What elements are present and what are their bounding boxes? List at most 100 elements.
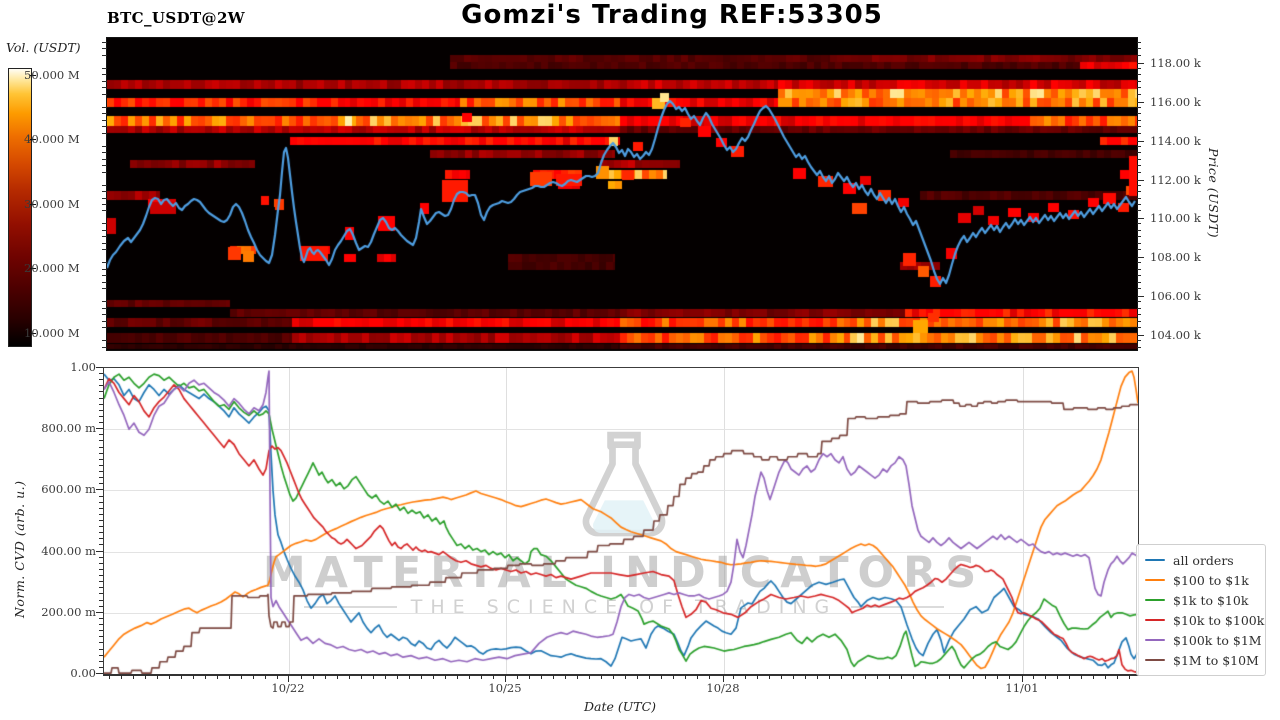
price-minor-tick xyxy=(1137,165,1141,166)
date-minor-tick xyxy=(985,675,986,679)
cvd-minor-tick xyxy=(99,526,103,527)
cvd-major-tick xyxy=(96,367,103,368)
price-major-tick xyxy=(1137,141,1144,142)
date-minor-tick xyxy=(961,675,962,679)
heatmap-left-minor-tick xyxy=(102,165,107,166)
cvd-minor-tick xyxy=(99,459,103,460)
price-minor-tick xyxy=(1137,347,1141,348)
price-minor-tick xyxy=(1137,48,1141,49)
orderbook-heatmap-panel xyxy=(106,37,1138,351)
date-minor-tick xyxy=(1129,675,1130,679)
cvd-major-tick xyxy=(96,612,103,613)
price-major-tick xyxy=(1137,335,1144,336)
colorbar-tick xyxy=(30,268,36,269)
legend-label: $1M to $10M xyxy=(1173,652,1259,668)
date-minor-tick xyxy=(673,675,674,679)
cvd-minor-tick xyxy=(99,593,103,594)
price-minor-tick xyxy=(1137,236,1141,237)
date-minor-tick xyxy=(157,675,158,679)
date-minor-tick xyxy=(457,675,458,679)
cvd-minor-tick xyxy=(99,477,103,478)
cvd-tick-label: 400.00 m xyxy=(41,544,96,558)
date-minor-tick xyxy=(193,675,194,679)
orderbook-heatmap-canvas xyxy=(107,38,1137,350)
cvd-minor-tick xyxy=(99,447,103,448)
price-tick-label: 110.00 k xyxy=(1150,211,1201,225)
date-minor-tick xyxy=(697,675,698,679)
cvd-minor-tick xyxy=(99,440,103,441)
heatmap-left-minor-tick xyxy=(102,249,107,250)
heatmap-left-minor-tick xyxy=(102,198,107,199)
heatmap-left-minor-tick xyxy=(102,204,107,205)
date-tick-label: 10/22 xyxy=(271,681,305,695)
colorbar-tick xyxy=(30,204,36,205)
date-minor-tick xyxy=(589,675,590,679)
date-tick-label: 10/25 xyxy=(488,681,522,695)
date-minor-tick xyxy=(1093,675,1094,679)
cvd-minor-tick xyxy=(99,587,103,588)
price-minor-tick xyxy=(1137,269,1141,270)
date-minor-tick xyxy=(169,675,170,679)
cvd-major-tick xyxy=(96,673,103,674)
date-tick-label: 10/28 xyxy=(706,681,740,695)
date-minor-tick xyxy=(253,675,254,679)
date-minor-tick xyxy=(1117,675,1118,679)
date-minor-tick xyxy=(541,675,542,679)
price-minor-tick xyxy=(1137,243,1141,244)
heatmap-left-minor-tick xyxy=(102,347,107,348)
heatmap-left-minor-tick xyxy=(102,94,107,95)
price-minor-tick xyxy=(1137,68,1141,69)
date-minor-tick xyxy=(769,675,770,679)
price-minor-tick xyxy=(1137,198,1141,199)
price-minor-tick xyxy=(1137,185,1141,186)
price-minor-tick xyxy=(1137,262,1141,263)
date-minor-tick xyxy=(217,675,218,679)
cvd-tick-label: 1.00 xyxy=(70,360,96,374)
heatmap-left-minor-tick xyxy=(102,159,107,160)
heatmap-left-minor-tick xyxy=(102,314,107,315)
price-minor-tick xyxy=(1137,55,1141,56)
date-major-tick xyxy=(505,675,506,682)
price-tick-label: 116.00 k xyxy=(1150,95,1201,109)
date-minor-tick xyxy=(313,675,314,679)
colorbar-tick xyxy=(30,333,36,334)
cvd-minor-tick xyxy=(99,600,103,601)
heatmap-left-minor-tick xyxy=(102,282,107,283)
heatmap-left-minor-tick xyxy=(102,275,107,276)
price-minor-tick xyxy=(1137,120,1141,121)
heatmap-left-minor-tick xyxy=(102,262,107,263)
date-minor-tick xyxy=(493,675,494,679)
date-minor-tick xyxy=(337,675,338,679)
legend-item-2: $100 to $1k xyxy=(1145,570,1257,590)
date-minor-tick xyxy=(829,675,830,679)
cvd-minor-tick xyxy=(99,581,103,582)
cvd-minor-tick xyxy=(99,520,103,521)
cvd-minor-tick xyxy=(99,483,103,484)
cvd-tick-label: 800.00 m xyxy=(41,421,96,435)
cvd-tick-label: 200.00 m xyxy=(41,605,96,619)
price-minor-tick xyxy=(1137,301,1141,302)
cvd-minor-tick xyxy=(99,618,103,619)
heatmap-left-minor-tick xyxy=(102,301,107,302)
date-minor-tick xyxy=(745,675,746,679)
cvd-minor-tick xyxy=(99,544,103,545)
cvd-minor-tick xyxy=(99,410,103,411)
cvd-major-tick xyxy=(96,551,103,552)
cvd-minor-tick xyxy=(99,557,103,558)
cvd-minor-tick xyxy=(99,496,103,497)
heatmap-left-minor-tick xyxy=(102,210,107,211)
cvd-minor-tick xyxy=(99,434,103,435)
price-major-tick xyxy=(1137,102,1144,103)
heatmap-left-minor-tick xyxy=(102,185,107,186)
heatmap-left-minor-tick xyxy=(102,236,107,237)
date-minor-tick xyxy=(817,675,818,679)
date-minor-tick xyxy=(1081,675,1082,679)
price-tick-label: 112.00 k xyxy=(1150,173,1201,187)
cvd-major-tick xyxy=(96,489,103,490)
price-minor-tick xyxy=(1137,159,1141,160)
heatmap-left-minor-tick xyxy=(102,126,107,127)
legend-swatch xyxy=(1145,598,1165,602)
date-minor-tick xyxy=(265,675,266,679)
date-minor-tick xyxy=(901,675,902,679)
price-tick-label: 118.00 k xyxy=(1150,56,1201,70)
